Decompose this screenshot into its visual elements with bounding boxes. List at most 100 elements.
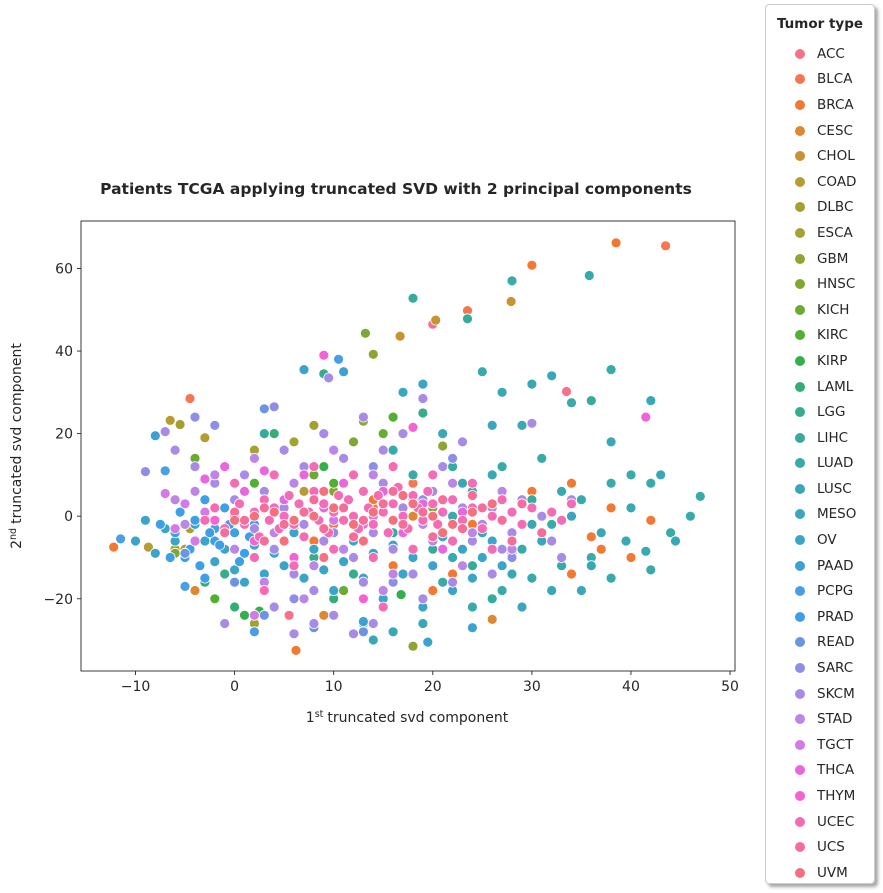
legend-item-stad: STAD <box>766 706 874 732</box>
point-pcpg-1 <box>159 465 171 477</box>
point-sarc-8 <box>288 593 300 605</box>
point-thca-12 <box>437 543 449 555</box>
point-stad-15 <box>466 527 478 539</box>
point-ucec-53 <box>526 502 538 514</box>
legend-swatch <box>795 586 805 597</box>
point-brca-3 <box>610 237 622 249</box>
point-luad-24 <box>496 461 508 473</box>
point-uvm-16 <box>357 535 369 547</box>
point-skcm-35 <box>546 535 558 547</box>
point-ucs-19 <box>427 531 439 543</box>
plot-frame <box>80 220 736 672</box>
points-layer <box>108 237 706 656</box>
legend-swatch <box>795 253 805 264</box>
legend-label: MESO <box>817 506 857 523</box>
point-ucec-65 <box>367 552 379 563</box>
point-dlbc-0 <box>174 419 186 430</box>
point-ucec-16 <box>298 531 310 543</box>
point-kirp-0 <box>239 609 250 621</box>
legend-swatch <box>795 816 805 827</box>
point-lihc-1 <box>407 292 419 304</box>
point-luad-1 <box>583 270 595 281</box>
point-sarc-7 <box>209 419 221 431</box>
point-ucec-33 <box>382 527 394 539</box>
point-lgg-2 <box>417 407 429 419</box>
point-blca-0 <box>184 393 196 404</box>
x-axis-label: 1st truncated svd component <box>306 709 509 727</box>
x-tick-label: 20 <box>424 679 442 695</box>
legend-item-gbm: GBM <box>766 246 874 272</box>
point-skcm-36 <box>556 552 567 563</box>
legend-swatch <box>795 407 805 418</box>
point-ov-2 <box>139 514 151 526</box>
point-ucec-13 <box>283 490 295 501</box>
point-tgct-5 <box>248 609 260 621</box>
legend-item-read: READ <box>766 630 874 656</box>
point-lusc-6 <box>506 568 518 580</box>
point-kich-2 <box>377 428 389 440</box>
point-skcm-7 <box>268 543 280 555</box>
legend-swatch <box>795 74 805 85</box>
point-ucec-49 <box>486 510 498 522</box>
point-luad-23 <box>536 452 548 464</box>
legend-item-thym: THYM <box>766 783 874 809</box>
point-ucs-12 <box>476 502 488 514</box>
point-coad-3 <box>199 432 211 444</box>
legend-label: TGCT <box>817 736 854 753</box>
legend-label: DLBC <box>817 199 854 216</box>
point-dlbc-2 <box>308 419 320 431</box>
legend-swatch <box>795 714 805 725</box>
point-thca-5 <box>298 469 310 481</box>
legend-item-lihc: LIHC <box>766 425 874 451</box>
point-ucs-9 <box>417 506 429 518</box>
point-ucec-62 <box>308 461 320 473</box>
point-stad-10 <box>367 469 379 481</box>
point-lusc-20 <box>576 585 587 596</box>
point-ucs-2 <box>278 519 290 530</box>
point-ucec-44 <box>437 506 449 518</box>
point-luad-0 <box>506 275 518 287</box>
point-skcm-48 <box>308 618 320 629</box>
point-thym-3 <box>318 349 330 361</box>
point-uvm-0 <box>229 514 241 526</box>
point-meso-4 <box>417 378 429 390</box>
point-ov-7 <box>209 556 221 567</box>
point-ucec-73 <box>377 601 389 613</box>
point-acc-1 <box>318 552 330 563</box>
point-ov-1 <box>130 535 141 547</box>
point-stad-2 <box>209 469 221 481</box>
point-tgct-0 <box>159 488 171 499</box>
point-skcm-50 <box>367 618 379 629</box>
point-uvm-12 <box>466 506 478 518</box>
point-skcm-1 <box>189 461 201 473</box>
point-blca-2 <box>660 240 671 252</box>
point-skcm-51 <box>348 628 359 640</box>
point-ucs-4 <box>318 523 330 534</box>
point-ucec-63 <box>328 543 340 555</box>
legend-swatch <box>795 842 805 853</box>
legend-item-meso: MESO <box>766 502 874 528</box>
point-tgct-2 <box>179 498 191 510</box>
legend-label: READ <box>817 634 855 651</box>
point-meso-2 <box>566 510 577 522</box>
point-skcm-12 <box>318 535 330 547</box>
point-lusc-5 <box>546 585 558 596</box>
point-skcm-40 <box>318 428 330 440</box>
y-tick-label: 0 <box>64 509 73 525</box>
point-ucs-14 <box>516 498 528 510</box>
point-skcm-42 <box>357 411 369 423</box>
legend-label: PRAD <box>817 608 854 625</box>
point-ucec-24 <box>338 514 350 526</box>
point-ov-19 <box>328 585 340 596</box>
point-luad-22 <box>605 477 617 489</box>
legend-swatch <box>795 509 805 520</box>
point-kich-3 <box>338 585 350 596</box>
point-stad-1 <box>189 485 201 497</box>
point-hnsc-2 <box>359 327 371 339</box>
point-luad-6 <box>645 477 657 489</box>
legend-list: ACC BLCA BRCA CESC CHOL COAD DLBC ESCA GBM HNSC KI… <box>766 41 874 886</box>
point-lusc-3 <box>620 535 632 547</box>
point-uvm-1 <box>248 510 260 522</box>
point-pcpg-3 <box>248 626 260 638</box>
point-ucs-22 <box>536 527 548 539</box>
